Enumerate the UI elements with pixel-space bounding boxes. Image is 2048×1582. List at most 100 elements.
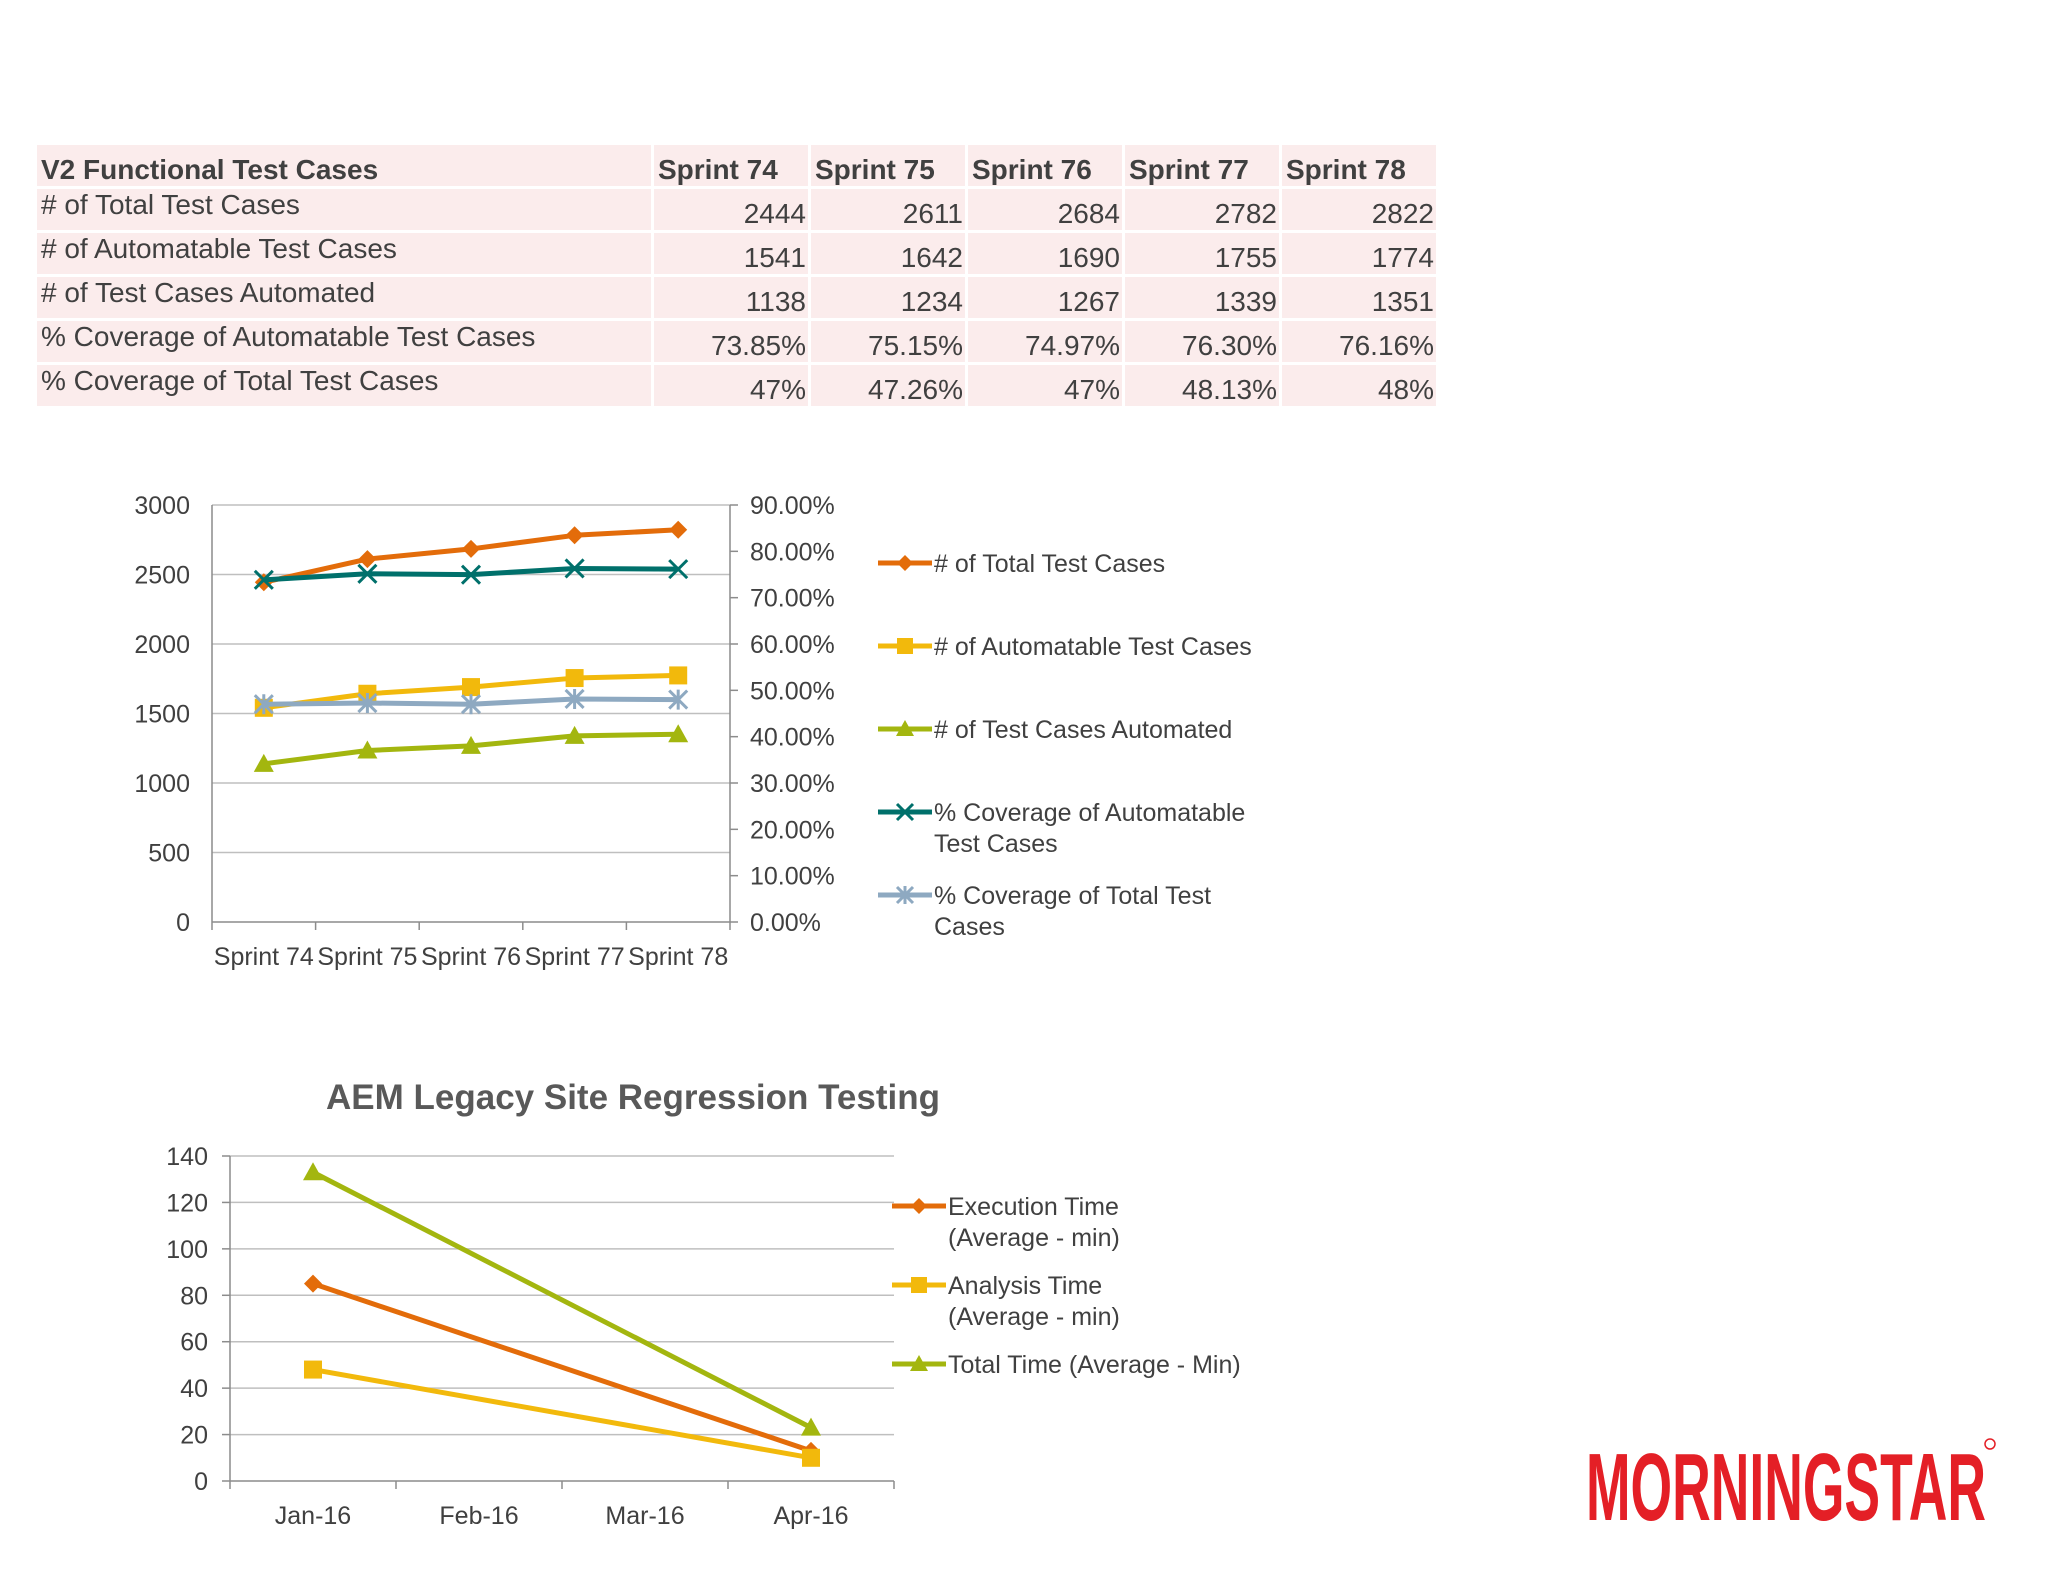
legend-marker [911, 1277, 927, 1293]
series-line [312, 1281, 812, 1454]
data-point [802, 1448, 820, 1467]
table-row: # of Test Cases Automated 1138 1234 1267… [37, 277, 1436, 318]
legend-label: Analysis Time [948, 1272, 1102, 1300]
series-line [311, 1170, 813, 1430]
data-point [304, 1360, 322, 1379]
table-cell: 2444 [654, 189, 808, 230]
legend-marker [896, 720, 914, 736]
logo-text: MORNINGSTAR [1586, 1434, 1986, 1530]
table-cell: 2611 [811, 189, 965, 230]
table-cell: 1642 [811, 233, 965, 274]
data-point [303, 1162, 323, 1181]
data-point [462, 539, 480, 558]
table-row-label: # of Test Cases Automated [37, 277, 651, 318]
morningstar-logo: MORNINGSTAR [1586, 1434, 1996, 1530]
data-point [564, 688, 585, 710]
table-cell: 74.97% [968, 321, 1122, 362]
y-tick-label-right: 80.00% [750, 538, 835, 566]
table-cell: 2822 [1282, 189, 1436, 230]
table-cell: 1774 [1282, 233, 1436, 274]
table-cell: 1234 [811, 277, 965, 318]
y-tick-label-right: 20.00% [750, 816, 835, 844]
data-point [669, 666, 688, 685]
table-header-row: V2 Functional Test Cases Sprint 74 Sprin… [37, 145, 1436, 186]
y-tick-label-right: 10.00% [750, 863, 835, 891]
y-tick-label: 100 [166, 1236, 208, 1264]
x-tick-label: Sprint 75 [317, 943, 417, 971]
table-header-cell: Sprint 76 [968, 145, 1122, 186]
y-tick-label-left: 3000 [134, 492, 190, 520]
y-tick-label-left: 1500 [134, 701, 190, 729]
x-tick-label: Sprint 78 [628, 943, 728, 971]
table-row: # of Automatable Test Cases 1541 1642 16… [37, 233, 1436, 274]
table-header-cell: Sprint 77 [1125, 145, 1279, 186]
legend-label: % Coverage of Automatable [934, 799, 1245, 827]
y-tick-label: 80 [180, 1282, 208, 1310]
y-tick-label-left: 2500 [134, 562, 190, 590]
table-cell: 75.15% [811, 321, 965, 362]
legend-label: (Average - min) [948, 1224, 1120, 1252]
table-cell: 1351 [1282, 277, 1436, 318]
table-cell: 1138 [654, 277, 808, 318]
data-point [565, 669, 584, 688]
legend-label: Execution Time [948, 1193, 1119, 1221]
table-row-label: # of Total Test Cases [37, 189, 651, 230]
table-cell: 76.30% [1125, 321, 1279, 362]
x-tick-label: Apr-16 [773, 1502, 848, 1530]
data-point [254, 573, 273, 592]
table-row: % Coverage of Automatable Test Cases 73.… [37, 321, 1436, 362]
legend-marker [897, 555, 913, 571]
y-tick-label-right: 60.00% [750, 631, 835, 659]
legend-label: Test Cases [934, 830, 1058, 858]
x-tick-label: Sprint 77 [525, 943, 625, 971]
table-cell: 1339 [1125, 277, 1279, 318]
table-header-cell: Sprint 78 [1282, 145, 1436, 186]
table-cell: 1690 [968, 233, 1122, 274]
data-point [358, 550, 377, 569]
y-tick-label-right: 0.00% [750, 909, 821, 937]
data-point [357, 563, 378, 584]
legend-label: Cases [934, 913, 1005, 941]
table-cell: 1267 [968, 277, 1122, 318]
legend-marker [897, 638, 913, 654]
data-point [460, 694, 482, 715]
data-point [462, 678, 480, 697]
data-point [801, 1417, 821, 1436]
table-cell: 47% [968, 365, 1122, 406]
legend-marker [911, 1198, 927, 1214]
table-cell: 48% [1282, 365, 1436, 406]
chart-title: AEM Legacy Site Regression Testing [326, 1078, 940, 1117]
table-cell: 76.16% [1282, 321, 1436, 362]
data-point [357, 692, 378, 714]
data-point [565, 526, 584, 545]
x-tick-label: Sprint 74 [214, 943, 314, 971]
test-cases-table: V2 Functional Test Cases Sprint 74 Sprin… [34, 142, 1439, 409]
legend-label: # of Automatable Test Cases [934, 633, 1252, 661]
table-row-label: # of Automatable Test Cases [37, 233, 651, 274]
legend-marker [895, 802, 915, 822]
data-point [304, 1274, 322, 1293]
registered-mark-icon [1984, 1438, 1996, 1450]
y-tick-label-left: 1000 [134, 770, 190, 798]
data-point [564, 725, 585, 744]
y-tick-label-right: 90.00% [750, 492, 835, 520]
data-point [253, 569, 274, 590]
y-tick-label: 120 [166, 1189, 208, 1217]
table-cell: 2684 [968, 189, 1122, 230]
table-row: # of Total Test Cases 2444 2611 2684 278… [37, 189, 1436, 230]
table-cell: 47% [654, 365, 808, 406]
series-line [312, 1367, 812, 1461]
table-cell: 73.85% [654, 321, 808, 362]
y-tick-label: 0 [194, 1468, 208, 1496]
y-tick-label-left: 2000 [134, 631, 190, 659]
legend-marker [895, 885, 915, 905]
table-cell: 2782 [1125, 189, 1279, 230]
data-point [668, 689, 689, 710]
data-point [668, 559, 689, 580]
legend-label: Total Time (Average - Min) [948, 1351, 1241, 1379]
table-row-label: % Coverage of Total Test Cases [37, 365, 651, 406]
y-tick-label-right: 50.00% [750, 677, 835, 705]
data-point [668, 724, 689, 743]
logo-wordmark: MORNINGSTAR [1586, 1434, 1986, 1530]
